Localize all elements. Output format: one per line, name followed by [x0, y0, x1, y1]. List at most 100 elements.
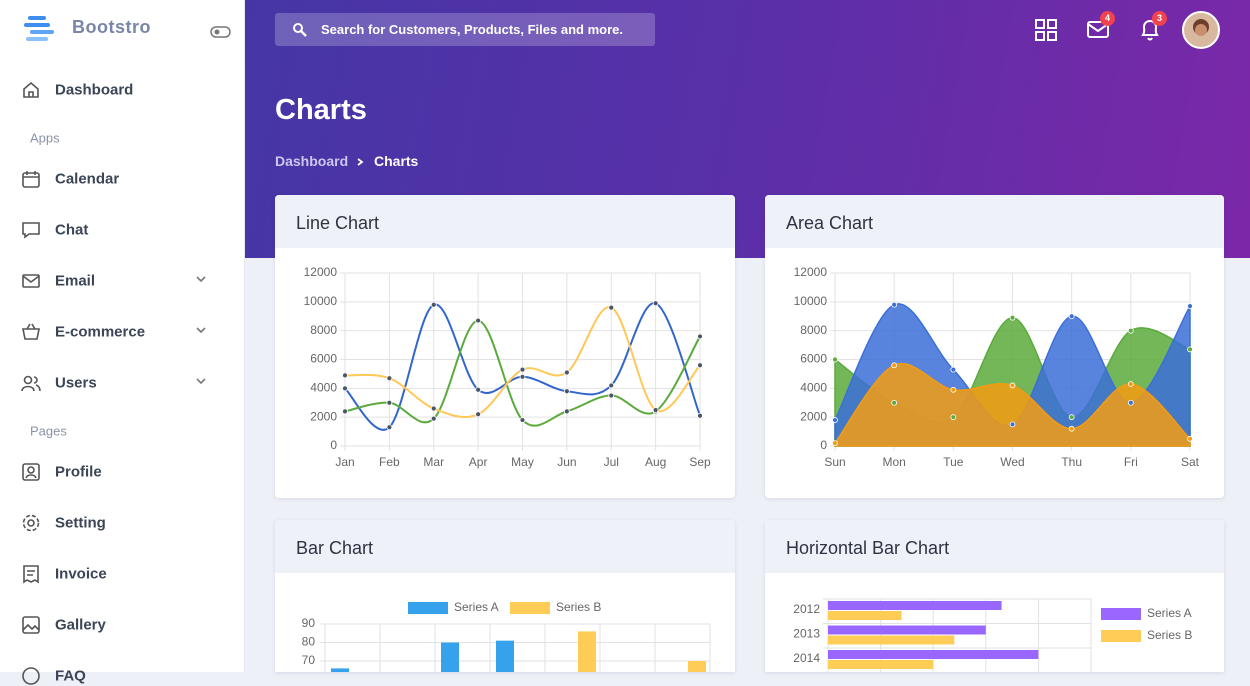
y-tick-label: 6000: [310, 352, 337, 366]
chevron[interactable]: [195, 273, 207, 285]
bar: [828, 611, 902, 620]
point: [1127, 381, 1134, 387]
x-tick-label: Sat: [1181, 455, 1200, 469]
point: [608, 304, 615, 311]
bar: [331, 668, 349, 672]
nav-icon: [22, 667, 40, 685]
bar: [828, 660, 934, 669]
point: [652, 407, 659, 413]
point: [1187, 303, 1193, 310]
point: [1127, 399, 1134, 406]
search-box[interactable]: Search for Customers, Products, Files an…: [275, 13, 655, 46]
y-tick-label: 90: [302, 616, 316, 630]
x-tick-label: Feb: [379, 455, 400, 469]
nav-item[interactable]: E-commerce: [55, 323, 146, 341]
nav-icon: [22, 616, 40, 634]
y-tick-label: 10000: [304, 294, 338, 308]
legend-swatch: [510, 602, 550, 614]
bar: [441, 642, 459, 672]
sidebar-toggle[interactable]: [210, 25, 232, 39]
search-icon: [293, 23, 307, 37]
nav-icon: [22, 171, 40, 188]
y-tick-label: 12000: [794, 265, 828, 279]
chart: 0 2000 4000 6000 8000 10000 12000 Jan Feb Mar Apr M…: [304, 265, 711, 469]
nav-icon: [21, 375, 41, 392]
nav-item[interactable]: Invoice: [55, 565, 107, 583]
point: [1068, 425, 1075, 432]
point: [1068, 313, 1075, 320]
line: [344, 319, 701, 427]
point: [608, 382, 615, 389]
x-tick-label: Aug: [645, 455, 666, 469]
brand-name: Bootstro: [72, 17, 151, 37]
chart-card: Bar Chart 70 80 90 Series A Series B: [275, 520, 735, 672]
sidebar: Bootstro Dashboard Apps Calendar Chat Em…: [0, 0, 245, 685]
point: [563, 369, 570, 376]
nav-icon: [22, 514, 40, 532]
nav-item[interactable]: Calendar: [55, 170, 120, 188]
y-tick-label: 12000: [304, 265, 338, 279]
bell-icon[interactable]: [1140, 19, 1160, 41]
nav-item[interactable]: Dashboard: [55, 81, 134, 99]
point: [430, 405, 437, 412]
point: [475, 317, 482, 324]
point: [832, 417, 838, 423]
breadcrumb-link[interactable]: Dashboard: [275, 153, 349, 169]
apps-icon[interactable]: [1035, 19, 1057, 41]
chart-card: Line Chart 0 2000 4000 6000 8000 10000 12000 Ja…: [275, 195, 735, 498]
x-tick-label: Wed: [1000, 455, 1024, 469]
point: [1127, 327, 1134, 334]
point: [386, 375, 393, 382]
chart: 70 80 90 Series A Series B: [302, 600, 711, 672]
card-title: Area Chart: [786, 213, 874, 233]
chart: 2012 2013 2014 Series A Series B: [793, 598, 1192, 672]
point: [1009, 314, 1016, 321]
page-title: Charts: [275, 94, 367, 126]
point: [891, 362, 898, 369]
nav-item[interactable]: Setting: [55, 514, 106, 532]
y-tick-label: 2014: [793, 651, 820, 665]
x-tick-label: Jan: [335, 455, 354, 469]
point: [950, 366, 957, 373]
chart-card: Area Chart 0 2000 4000 6000 8000 10000 12000 Su…: [765, 195, 1224, 498]
chevron[interactable]: [195, 324, 207, 336]
nav-icon: [22, 323, 40, 340]
line: [344, 306, 701, 418]
chevron[interactable]: [195, 375, 207, 387]
bar: [828, 650, 1039, 659]
point: [697, 412, 703, 419]
x-tick-label: Jun: [557, 455, 576, 469]
legend-label: Series A: [454, 600, 499, 614]
avatar[interactable]: [1182, 11, 1220, 49]
y-tick-label: 10000: [794, 294, 828, 308]
legend-swatch: [408, 602, 448, 614]
bar: [578, 631, 596, 672]
bar: [828, 625, 986, 635]
point: [1009, 382, 1016, 389]
y-tick-label: 4000: [800, 381, 827, 395]
nav-section: Pages: [30, 423, 67, 439]
nav-item[interactable]: FAQ: [55, 667, 86, 685]
nav-item[interactable]: Gallery: [55, 616, 106, 634]
chart-card: Horizontal Bar Chart 2012 2013 2014 Series …: [765, 520, 1224, 672]
point: [563, 408, 570, 415]
bar: [496, 640, 514, 672]
y-tick-label: 6000: [800, 352, 827, 366]
nav-item[interactable]: Profile: [55, 463, 102, 481]
point: [430, 415, 437, 422]
nav-item[interactable]: Chat: [55, 221, 89, 239]
x-tick-label: Fri: [1124, 455, 1138, 469]
x-tick-label: May: [511, 455, 534, 469]
x-tick-label: Sep: [689, 455, 711, 469]
y-tick-label: 2013: [793, 627, 820, 641]
nav-item[interactable]: Email: [55, 272, 96, 290]
mail-icon[interactable]: [1087, 21, 1109, 39]
point: [697, 333, 703, 340]
point: [608, 392, 615, 399]
nav-icon: [23, 81, 39, 98]
card-title: Horizontal Bar Chart: [786, 538, 950, 558]
nav-item[interactable]: Users: [55, 374, 97, 392]
point: [342, 385, 348, 392]
nav-icon: [22, 222, 40, 239]
point: [519, 373, 526, 380]
